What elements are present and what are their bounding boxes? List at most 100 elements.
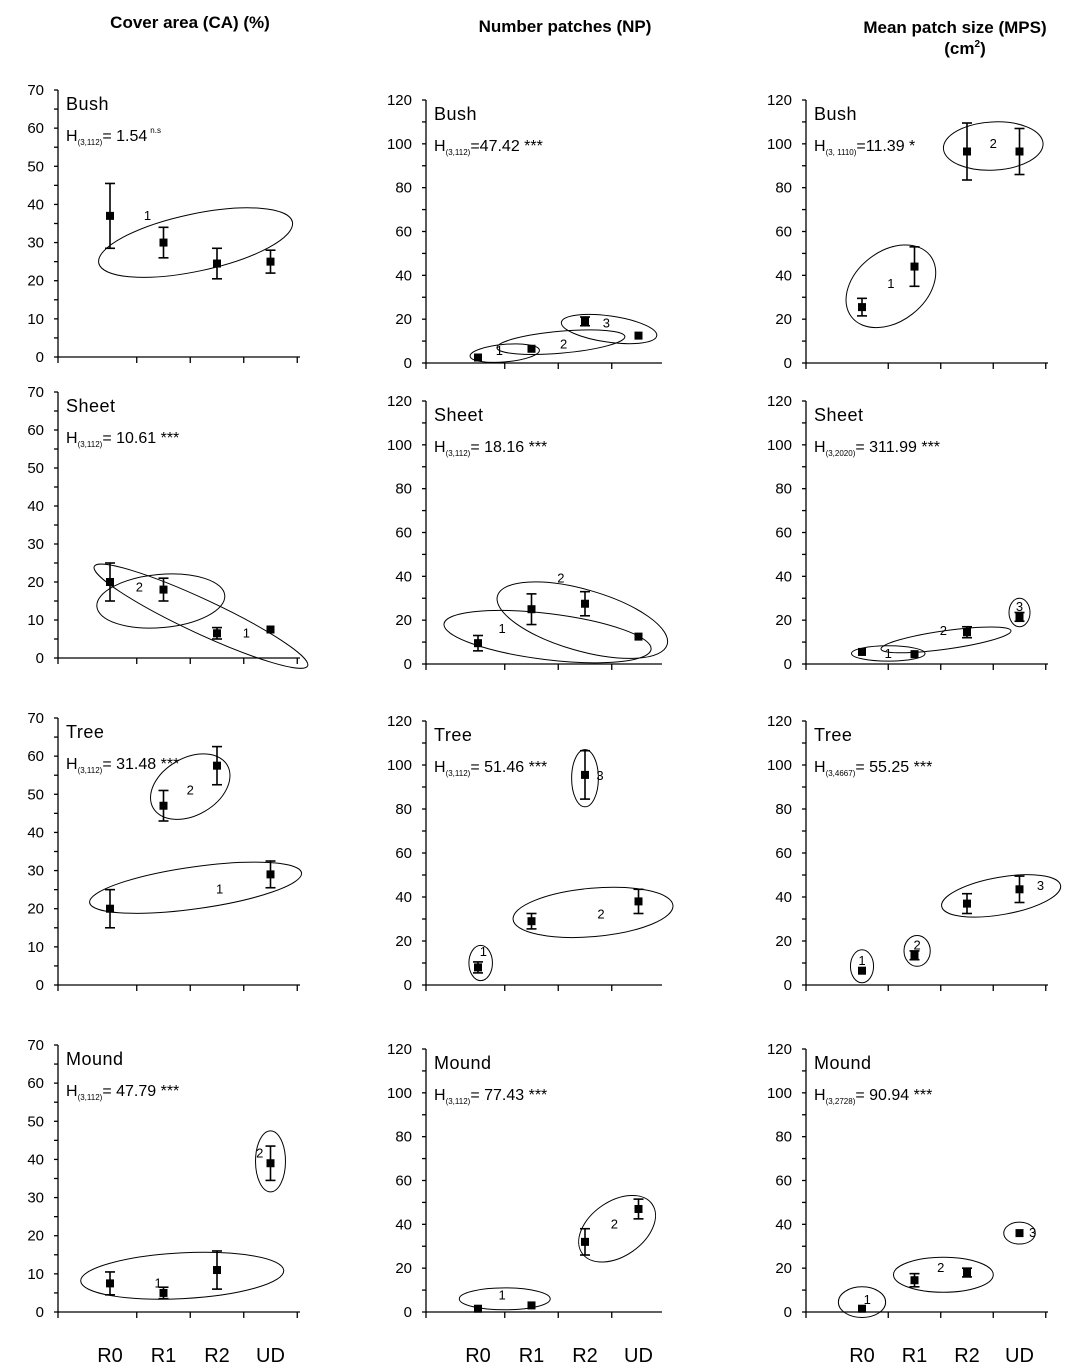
y-tick-label: 100 xyxy=(767,437,792,454)
x-tick-label-ud: UD xyxy=(624,1345,653,1367)
panel-2-2: 0 20 40 60 80 100 120 Sheet H(3,112)= 18.16 *** 1… xyxy=(387,393,669,673)
y-tick-label: 120 xyxy=(767,1041,792,1058)
y-tick-label: 20 xyxy=(27,273,44,290)
data-point-r1 xyxy=(159,1288,168,1297)
y-tick-label: 70 xyxy=(27,82,44,99)
panel-2-3: 0 20 40 60 80 100 120 Sheet H(3,2020)= 311.99 **… xyxy=(767,393,1048,673)
data-point-r2 xyxy=(213,1266,221,1275)
y-tick-label: 100 xyxy=(387,437,412,454)
y-tick-label: 30 xyxy=(27,536,44,553)
data-point-r0 xyxy=(858,966,866,975)
y-tick-label: 0 xyxy=(784,977,792,994)
y-tick-label: 50 xyxy=(27,460,44,477)
y-tick-label: 80 xyxy=(775,801,792,818)
group-ellipse xyxy=(93,563,309,669)
y-tick-label: 30 xyxy=(27,1190,44,1207)
y-tick-label: 20 xyxy=(775,1260,792,1277)
y-tick-label: 40 xyxy=(27,196,44,213)
y-tick-label: 40 xyxy=(27,824,44,841)
y-tick-label: 70 xyxy=(27,1037,44,1054)
y-tick-label: 20 xyxy=(27,901,44,918)
y-tick-label: 70 xyxy=(27,384,44,401)
group-label: 2 xyxy=(187,782,194,797)
data-point-r1 xyxy=(527,917,536,926)
group-ellipse xyxy=(893,1256,994,1293)
data-point-r1 xyxy=(527,344,536,353)
group-label: 2 xyxy=(611,1216,618,1231)
y-tick-label: 100 xyxy=(767,136,792,153)
group-label: 3 xyxy=(603,316,610,331)
data-point-r2 xyxy=(581,1237,589,1246)
data-point-r2 xyxy=(581,317,589,326)
y-tick-label: 0 xyxy=(36,349,44,366)
data-point-r0 xyxy=(858,647,866,656)
y-tick-label: 20 xyxy=(395,311,412,328)
panel-title: Tree xyxy=(66,722,104,742)
group-label: 2 xyxy=(597,907,604,922)
group-label: 2 xyxy=(557,571,564,586)
y-tick-label: 0 xyxy=(404,656,412,673)
data-point-r2 xyxy=(213,761,221,770)
data-point-r0 xyxy=(474,963,482,972)
group-ellipse xyxy=(496,581,669,659)
y-tick-label: 120 xyxy=(387,393,412,410)
kruskal-wallis-stat: H(3,2728)= 90.94 *** xyxy=(814,1087,932,1106)
y-tick-label: 80 xyxy=(395,1129,412,1146)
kruskal-wallis-stat: H(3,112)= 77.43 *** xyxy=(434,1087,547,1106)
column-title-mps: Mean patch size (MPS) xyxy=(863,18,1046,37)
kruskal-wallis-stat: H(3,112)= 18.16 *** xyxy=(434,439,547,458)
group-ellipse xyxy=(880,626,1012,654)
data-point-r1 xyxy=(910,1276,919,1285)
y-tick-label: 0 xyxy=(784,656,792,673)
y-tick-label: 20 xyxy=(775,933,792,950)
y-tick-label: 120 xyxy=(767,92,792,109)
y-tick-label: 120 xyxy=(767,393,792,410)
group-label: 1 xyxy=(858,953,865,968)
y-tick-label: 30 xyxy=(27,235,44,252)
y-tick-label: 20 xyxy=(27,1228,44,1245)
y-tick-label: 100 xyxy=(767,1085,792,1102)
group-label: 3 xyxy=(1016,599,1023,614)
panel-title: Sheet xyxy=(66,396,116,416)
y-tick-label: 40 xyxy=(27,1151,44,1168)
x-tick-label-r1: R1 xyxy=(151,1345,177,1367)
panel-1-3: 0 20 40 60 80 100 120 Bush H(3, 1110)=11.39 * 1 2 xyxy=(767,92,1048,372)
y-tick-label: 10 xyxy=(27,939,44,956)
y-tick-label: 40 xyxy=(395,568,412,585)
panel-3-1: 0 10 20 30 40 50 60 70 Tree H(3,112)= 31.48 *** 2 1 xyxy=(27,710,303,994)
group-label: 1 xyxy=(216,882,223,897)
kruskal-wallis-stat: H(3,112)= 47.79 *** xyxy=(66,1083,179,1102)
group-ellipse xyxy=(96,573,226,629)
data-point-r2 xyxy=(963,899,971,908)
y-tick-label: 60 xyxy=(395,525,412,542)
y-tick-label: 100 xyxy=(387,136,412,153)
group-ellipse xyxy=(851,645,926,662)
group-label: 2 xyxy=(136,580,143,595)
panel-title: Bush xyxy=(814,104,857,124)
data-point-r2 xyxy=(581,599,589,608)
y-tick-label: 60 xyxy=(775,1173,792,1190)
y-tick-label: 10 xyxy=(27,311,44,328)
data-point-r2 xyxy=(963,1268,971,1277)
y-tick-label: 60 xyxy=(27,120,44,137)
x-tick-label-r2: R2 xyxy=(572,1345,598,1367)
group-label: 1 xyxy=(480,944,487,959)
y-tick-label: 100 xyxy=(767,757,792,774)
data-point-r0 xyxy=(106,1279,114,1288)
y-tick-label: 80 xyxy=(775,481,792,498)
group-label: 1 xyxy=(498,621,505,636)
y-tick-label: 80 xyxy=(775,1129,792,1146)
x-tick-label-r0: R0 xyxy=(849,1345,875,1367)
group-label: 1 xyxy=(243,625,250,640)
data-point-r2 xyxy=(213,629,221,638)
y-tick-label: 60 xyxy=(395,224,412,241)
y-tick-label: 100 xyxy=(387,1085,412,1102)
y-tick-label: 40 xyxy=(27,498,44,515)
x-tick-label-r0: R0 xyxy=(465,1345,491,1367)
group-ellipse xyxy=(849,949,875,984)
group-label: 2 xyxy=(560,336,567,351)
group-label: 3 xyxy=(596,768,603,783)
